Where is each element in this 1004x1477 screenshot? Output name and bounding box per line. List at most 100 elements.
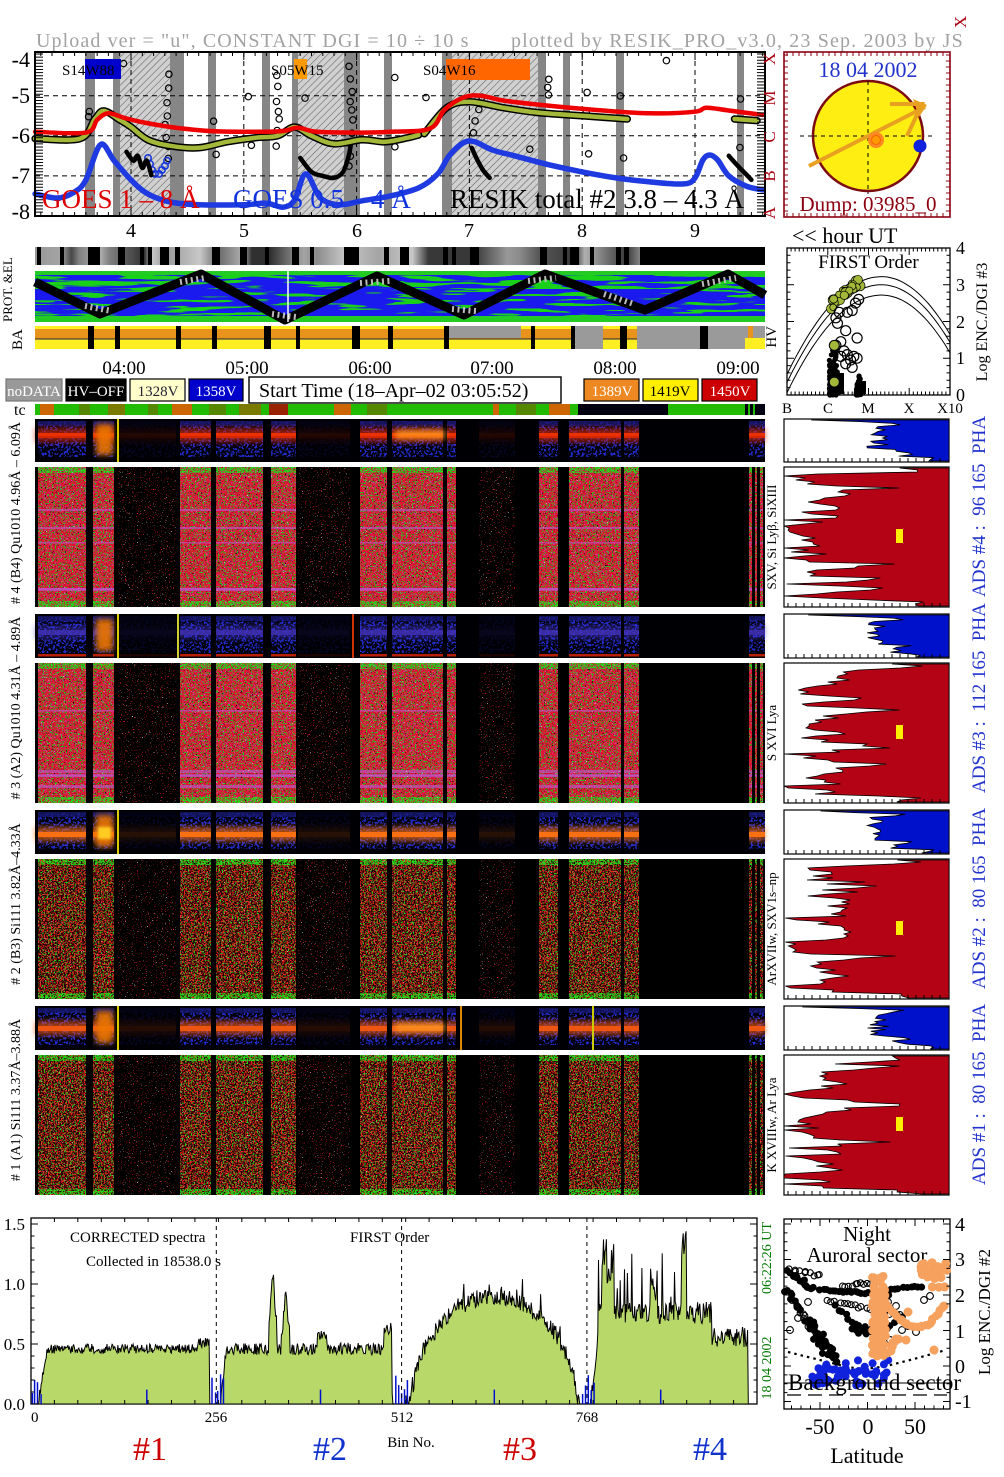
svg-text:768: 768 xyxy=(576,1410,599,1426)
svg-text:CORRECTED spectra: CORRECTED spectra xyxy=(70,1230,206,1246)
svg-text:<< hour UT: << hour UT xyxy=(792,223,898,248)
svg-text:Upload ver = "u", CONSTANT DG: Upload ver = "u", CONSTANT DGI = 10 ÷ 10… xyxy=(36,30,470,52)
svg-text:1328V: 1328V xyxy=(138,384,179,400)
svg-text:06:00: 06:00 xyxy=(348,358,391,379)
svg-text:# 4 (B4) Qu1010 4.96Å – 6.09Å: # 4 (B4) Qu1010 4.96Å – 6.09Å xyxy=(8,421,24,604)
svg-text:18 04 2002: 18 04 2002 xyxy=(819,57,918,82)
svg-text:18 04 2002: 18 04 2002 xyxy=(760,1337,775,1400)
svg-text:C: C xyxy=(823,401,833,417)
svg-text:3: 3 xyxy=(956,275,965,295)
svg-text:RESIK total #2 3.8 – 4.3 Å: RESIK total #2 3.8 – 4.3 Å xyxy=(450,184,744,214)
svg-text:K XVIIIw, Ar Lya: K XVIIIw, Ar Lya xyxy=(764,1077,779,1172)
svg-text:Log ENC./DGI #3: Log ENC./DGI #3 xyxy=(974,263,991,382)
svg-text:FIRST Order: FIRST Order xyxy=(818,252,919,273)
svg-text:1419V: 1419V xyxy=(650,384,691,400)
svg-text:Auroral sector: Auroral sector xyxy=(807,1243,928,1267)
svg-text:# 3 (A2) Qu1010 4.31Å – 4.89Å: # 3 (A2) Qu1010 4.31Å – 4.89Å xyxy=(8,616,24,800)
svg-text:ADS #4 : 96 165 PHA: ADS #4 : 96 165 PHA xyxy=(969,416,990,597)
svg-text:tc: tc xyxy=(14,402,26,419)
svg-text:-50: -50 xyxy=(805,1414,834,1439)
svg-text:1389V: 1389V xyxy=(592,384,633,400)
svg-text:1.0: 1.0 xyxy=(4,1275,25,1294)
svg-text:FIRST Order: FIRST Order xyxy=(350,1230,429,1246)
svg-text:noDATA: noDATA xyxy=(7,384,61,400)
svg-text:Start Time (18–Apr–02 03:05:52: Start Time (18–Apr–02 03:05:52) xyxy=(259,380,528,402)
svg-text:# 2 (B3) Si111 3.82Å–4.33Å: # 2 (B3) Si111 3.82Å–4.33Å xyxy=(8,822,24,984)
svg-text:-5: -5 xyxy=(12,83,30,108)
svg-text:HV–OFF: HV–OFF xyxy=(68,384,125,400)
svg-text:B: B xyxy=(760,170,779,181)
svg-text:1358V: 1358V xyxy=(196,384,237,400)
svg-text:09:00: 09:00 xyxy=(716,358,759,379)
svg-text:ArXVIIw, SXV1s–np: ArXVIIw, SXV1s–np xyxy=(764,872,779,985)
svg-text:256: 256 xyxy=(205,1410,228,1426)
svg-text:Dump: 03985_0: Dump: 03985_0 xyxy=(799,192,936,216)
svg-text:4: 4 xyxy=(955,1214,965,1236)
svg-text:GOES 0.5 – 4 Å: GOES 0.5 – 4 Å xyxy=(233,184,411,214)
svg-text:0: 0 xyxy=(956,385,965,405)
svg-text:1450V: 1450V xyxy=(710,384,751,400)
svg-text:5: 5 xyxy=(239,220,249,242)
svg-text:plotted by RESIK_PRO_v3.0, 23: plotted by RESIK_PRO_v3.0, 23 Sep. 2003 … xyxy=(511,30,964,52)
svg-text:A: A xyxy=(760,206,779,219)
svg-text:6: 6 xyxy=(352,220,362,242)
svg-text:-7: -7 xyxy=(12,163,30,188)
svg-text:512: 512 xyxy=(391,1410,414,1426)
svg-text:0: 0 xyxy=(31,1410,39,1426)
svg-text:Latitude: Latitude xyxy=(830,1443,903,1468)
svg-text:S XVI Lya: S XVI Lya xyxy=(764,705,779,762)
svg-text:04:00: 04:00 xyxy=(102,358,145,379)
svg-text:4: 4 xyxy=(956,238,965,258)
svg-text:06:22:26 UT: 06:22:26 UT xyxy=(760,1222,775,1294)
svg-text:X: X xyxy=(760,53,779,65)
svg-text:0.5: 0.5 xyxy=(4,1335,25,1354)
svg-text:ADS #1 : 80 165 PHA: ADS #1 : 80 165 PHA xyxy=(969,1004,990,1185)
svg-text:X10: X10 xyxy=(937,401,963,417)
svg-text:7: 7 xyxy=(464,220,474,242)
svg-text:#3: #3 xyxy=(503,1431,537,1468)
svg-text:SXV, Si Lyβ, SiXIII: SXV, Si Lyβ, SiXIII xyxy=(764,485,779,590)
svg-text:PROT. &EL: PROT. &EL xyxy=(0,257,15,322)
svg-text:Log ENC./DGI #2: Log ENC./DGI #2 xyxy=(975,1249,994,1375)
svg-text:ADS #2 : 80 165 PHA: ADS #2 : 80 165 PHA xyxy=(969,808,990,989)
svg-text:M: M xyxy=(861,401,874,417)
svg-text:B: B xyxy=(782,401,792,417)
svg-text:C: C xyxy=(760,131,779,142)
svg-text:05:00: 05:00 xyxy=(225,358,268,379)
svg-text:X: X xyxy=(951,16,970,28)
svg-text:Bin No.: Bin No. xyxy=(387,1435,435,1451)
svg-text:8: 8 xyxy=(577,220,587,242)
svg-text:X: X xyxy=(904,401,915,417)
svg-text:-8: -8 xyxy=(12,199,30,224)
svg-text:3: 3 xyxy=(955,1249,965,1271)
svg-text:50: 50 xyxy=(904,1414,926,1439)
svg-text:S05W15: S05W15 xyxy=(271,63,324,79)
svg-text:-6: -6 xyxy=(12,123,30,148)
svg-text:#2: #2 xyxy=(313,1431,347,1468)
svg-text:0: 0 xyxy=(955,1356,965,1378)
svg-text:BA: BA xyxy=(10,329,26,350)
svg-text:2: 2 xyxy=(956,312,965,332)
svg-text:Collected in 18538.0 s: Collected in 18538.0 s xyxy=(86,1254,221,1270)
svg-text:1: 1 xyxy=(956,348,965,368)
svg-text:-1: -1 xyxy=(955,1391,972,1413)
svg-text:M: M xyxy=(760,90,779,105)
svg-text:GOES 1 – 8 Å: GOES 1 – 8 Å xyxy=(42,184,200,214)
svg-text:#1: #1 xyxy=(133,1431,167,1468)
svg-text:S14W88: S14W88 xyxy=(62,63,115,79)
svg-text:0: 0 xyxy=(863,1414,874,1439)
svg-text:9: 9 xyxy=(690,220,700,242)
svg-text:HV: HV xyxy=(764,326,780,348)
svg-text:# 1 (A1) Si111 3.37Å–3.88Å: # 1 (A1) Si111 3.37Å–3.88Å xyxy=(8,1018,24,1181)
svg-text:0.0: 0.0 xyxy=(4,1395,25,1414)
svg-text:07:00: 07:00 xyxy=(470,358,513,379)
svg-text:1: 1 xyxy=(955,1321,965,1343)
svg-text:ADS #3 : 112 165 PHA: ADS #3 : 112 165 PHA xyxy=(969,603,990,793)
svg-text:-4: -4 xyxy=(12,47,30,72)
svg-text:1.5: 1.5 xyxy=(4,1215,25,1234)
svg-text:2: 2 xyxy=(955,1285,965,1307)
svg-text:4: 4 xyxy=(126,220,136,242)
svg-text:S04W16: S04W16 xyxy=(423,63,476,79)
svg-text:08:00: 08:00 xyxy=(593,358,636,379)
svg-text:#4: #4 xyxy=(693,1431,727,1468)
